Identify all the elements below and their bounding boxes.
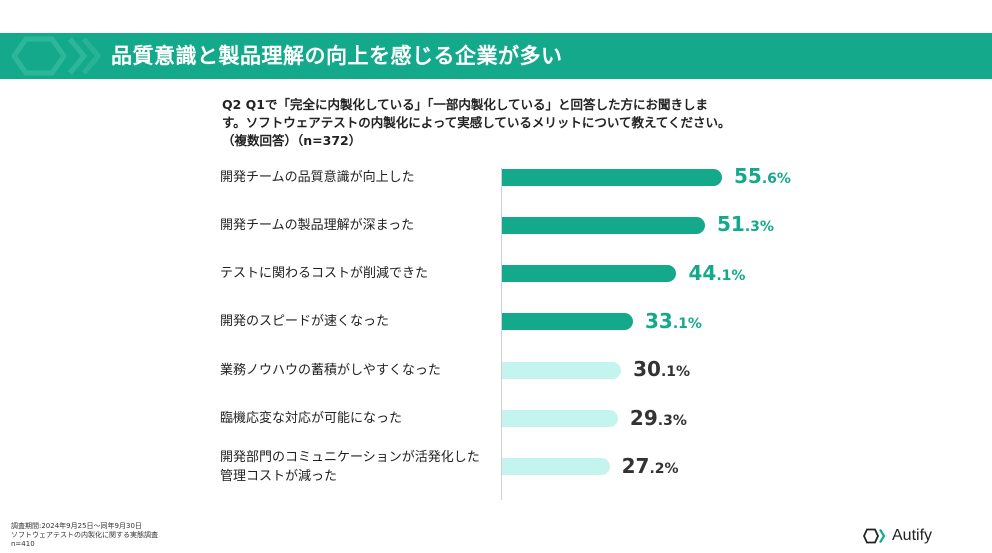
question-text: Q2 Q1で「完全に内製化している」「一部内製化している」と回答した方にお聞きし… <box>222 96 812 150</box>
value-decimal: .3% <box>744 219 774 236</box>
bar-value-label: 27.2% <box>622 456 679 476</box>
footnote-period: 調査期間:2024年9月25日〜同年9月30日 <box>11 522 142 530</box>
bar-category-label: 開発のスピードが速くなった <box>220 314 390 330</box>
bar-category-label: 開発部門のコミュニケーションが活発化した 管理コストが減った <box>220 449 480 484</box>
title-banner: 品質意識と製品理解の向上を感じる企業が多い <box>0 33 992 79</box>
autify-logo-icon <box>863 528 886 544</box>
banner-hexagon-chevron-icon <box>12 36 102 76</box>
bar-value-label: 51.3% <box>717 214 774 234</box>
bar-value-label: 33.1% <box>645 311 702 331</box>
value-decimal: .3% <box>657 412 687 429</box>
bar-value-label: 55.6% <box>734 166 791 186</box>
question-line: Q2 Q1で「完全に内製化している」「一部内製化している」と回答した方にお聞きし… <box>222 97 709 112</box>
footnote-survey-name: ソフトウェアテストの内製化に関する実態調査 <box>11 531 158 539</box>
question-line: す。ソフトウェアテストの内製化によって実感しているメリットについて教えてください… <box>222 115 731 130</box>
logo-text: Autify <box>892 527 933 544</box>
value-integer: 33 <box>644 308 673 333</box>
bar-category-label: テストに関わるコストが削減できた <box>220 266 429 282</box>
bar <box>502 361 622 379</box>
bar <box>502 410 618 427</box>
autify-logo: Autify <box>862 527 932 545</box>
bar-category-label: 開発チームの品質意識が向上した <box>220 169 415 185</box>
value-integer: 27 <box>621 453 650 478</box>
chart-axis-line <box>501 168 502 500</box>
value-integer: 29 <box>629 405 658 430</box>
bar-category-label: 臨機応変な対応が可能になった <box>220 411 403 426</box>
value-integer: 30 <box>633 357 661 382</box>
value-decimal: .1% <box>672 315 702 332</box>
bar <box>502 313 633 331</box>
value-integer: 44 <box>688 260 717 285</box>
bar-value-label: 29.3% <box>630 408 687 428</box>
bar-value-label: 30.1% <box>633 359 690 379</box>
bar <box>502 265 677 283</box>
footnote-sample-size: n=410 <box>11 540 35 548</box>
value-decimal: .1% <box>716 267 746 284</box>
value-integer: 51 <box>716 212 745 237</box>
bar-value-label: 44.1% <box>688 263 745 283</box>
page-title: 品質意識と製品理解の向上を感じる企業が多い <box>111 44 563 68</box>
value-integer: 55 <box>734 164 762 188</box>
bar-category-label: 業務ノウハウの蓄積がしやすくなった <box>220 362 441 378</box>
question-line: （複数回答）（n=372） <box>222 133 362 148</box>
value-decimal: .1% <box>660 364 691 381</box>
value-decimal: .6% <box>761 171 791 187</box>
bar <box>502 168 722 186</box>
bar <box>502 458 610 476</box>
bar-category-label: 開発チームの製品理解が深まった <box>220 217 415 233</box>
survey-footnote: 調査期間:2024年9月25日〜同年9月30日 ソフトウェアテストの内製化に関す… <box>11 522 158 549</box>
bar <box>502 216 705 234</box>
value-decimal: .2% <box>649 460 679 477</box>
